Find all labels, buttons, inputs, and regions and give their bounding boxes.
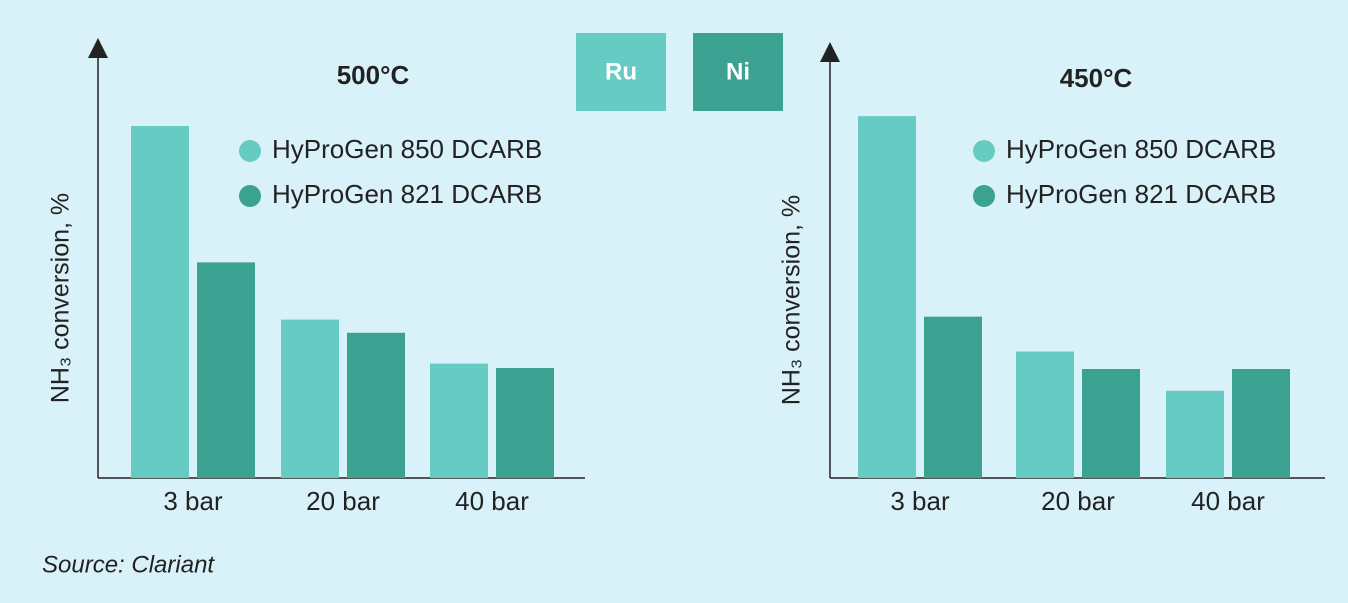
legend-label: HyProGen 821 DCARB (1006, 179, 1276, 209)
legend-marker (973, 140, 995, 162)
x-tick-label: 40 bar (1191, 486, 1265, 516)
legend-marker (239, 185, 261, 207)
bar (496, 368, 554, 478)
x-tick-label: 20 bar (306, 486, 380, 516)
key-box (576, 33, 666, 111)
y-axis-label: NH₃ conversion, % (778, 195, 806, 405)
bar (281, 319, 339, 478)
bar (197, 262, 255, 478)
bar (1016, 351, 1074, 478)
key-label: Ru (605, 58, 637, 85)
legend-label: HyProGen 850 DCARB (272, 134, 542, 164)
key-label: Ni (726, 58, 750, 85)
axis-arrow (88, 38, 108, 58)
bar (1166, 390, 1224, 478)
legend-marker (973, 185, 995, 207)
axis-arrow (820, 42, 840, 62)
bar (1082, 369, 1140, 478)
bar (131, 126, 189, 478)
legend-label: HyProGen 821 DCARB (272, 179, 542, 209)
x-tick-label: 3 bar (890, 486, 950, 516)
legend-marker (239, 140, 261, 162)
chart-title: 450°C (1060, 63, 1133, 93)
bar (347, 332, 405, 478)
key-box (693, 33, 783, 111)
legend-label: HyProGen 850 DCARB (1006, 134, 1276, 164)
x-tick-label: 20 bar (1041, 486, 1115, 516)
x-tick-label: 3 bar (163, 486, 223, 516)
source: Source: Clariant (42, 551, 215, 578)
x-tick-label: 40 bar (455, 486, 529, 516)
bar (1232, 369, 1290, 478)
y-axis-label: NH₃ conversion, % (47, 193, 75, 403)
bar (430, 363, 488, 478)
bar (924, 316, 982, 478)
bar (858, 116, 916, 479)
chart-title: 500°C (337, 60, 410, 90)
